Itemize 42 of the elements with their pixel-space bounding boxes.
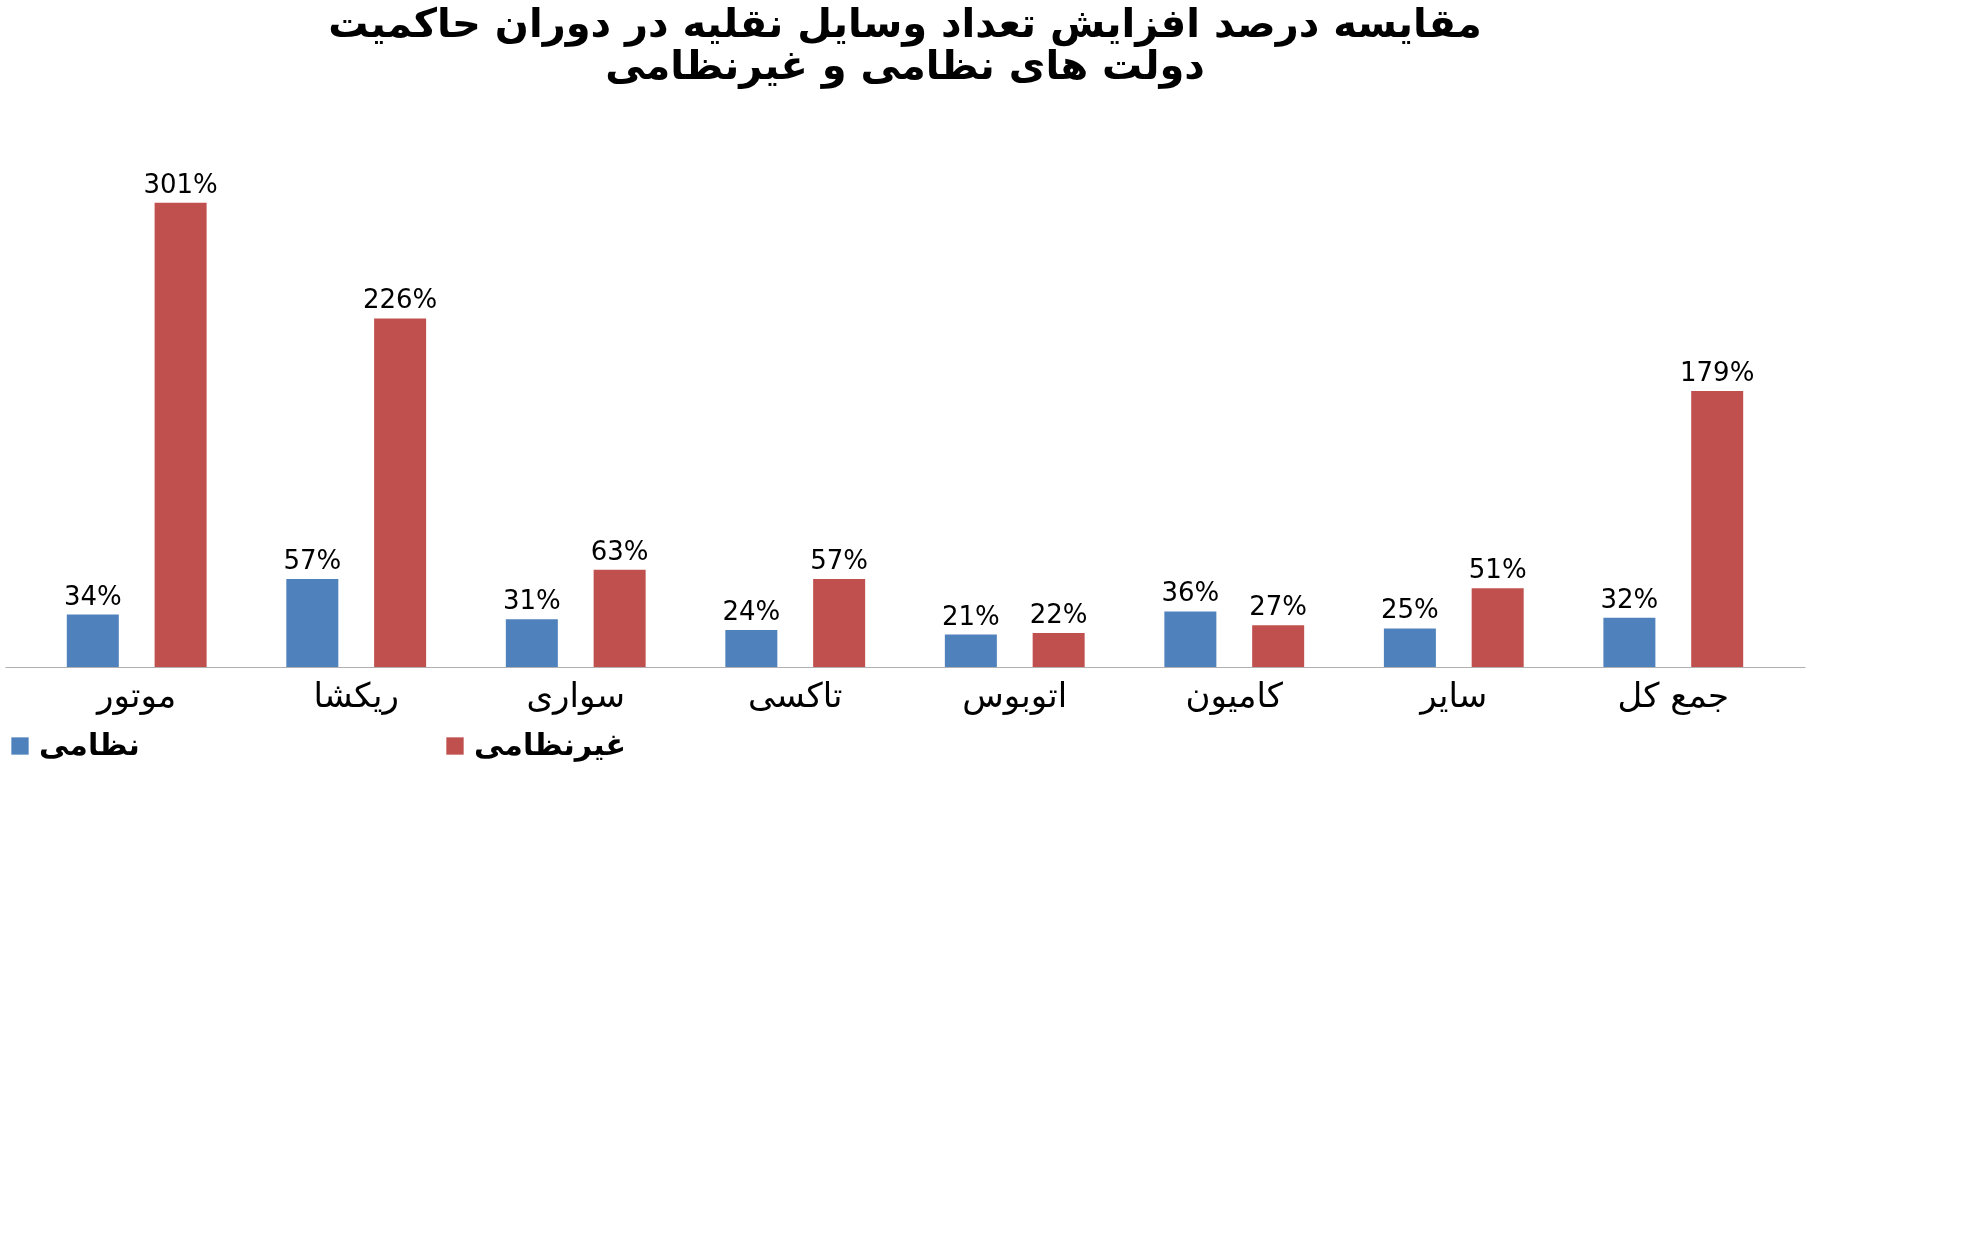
data-label: 301% [143, 168, 218, 199]
bar [593, 569, 646, 667]
data-label: 36% [1161, 577, 1220, 608]
data-label: 25% [1380, 594, 1439, 625]
legend-label: نظامی [39, 727, 140, 762]
bar [505, 619, 558, 667]
x-tick-label: سایر [1418, 674, 1488, 716]
legend-label: غیرنظامی [474, 727, 627, 762]
x-tick-label: موتور [95, 674, 177, 716]
x-tick-label: کامیون [1185, 674, 1284, 716]
data-label: 226% [362, 284, 438, 315]
data-label: 27% [1249, 591, 1308, 622]
bar [1252, 625, 1305, 667]
data-label: 34% [63, 580, 122, 611]
bar [1383, 628, 1436, 667]
x-tick-label: اتوبوس [962, 674, 1068, 716]
data-label: 31% [502, 585, 561, 616]
bar [1603, 617, 1656, 667]
data-label: 57% [810, 545, 869, 576]
bar [286, 579, 339, 667]
data-label: 179% [1680, 356, 1755, 387]
data-label: 57% [283, 545, 342, 576]
data-label: 32% [1600, 583, 1659, 614]
bar [1691, 390, 1744, 667]
bar [1471, 588, 1524, 667]
bar [66, 614, 119, 667]
bar [813, 579, 866, 667]
bar [725, 629, 778, 667]
bar [154, 202, 207, 667]
data-label: 51% [1468, 554, 1527, 585]
bar [374, 318, 427, 667]
data-label: 63% [590, 535, 649, 566]
x-tick-label: سواری [526, 674, 625, 716]
bar [1032, 633, 1085, 667]
data-label: 21% [941, 600, 1000, 631]
data-label: 24% [722, 595, 781, 626]
data-label: 22% [1029, 599, 1088, 630]
bar [944, 634, 997, 667]
bar [1164, 611, 1217, 667]
x-tick-label: ریکشا [313, 674, 399, 715]
x-tick-label: تاکسی [747, 674, 843, 715]
x-tick-label: جمع کل [1617, 674, 1730, 715]
